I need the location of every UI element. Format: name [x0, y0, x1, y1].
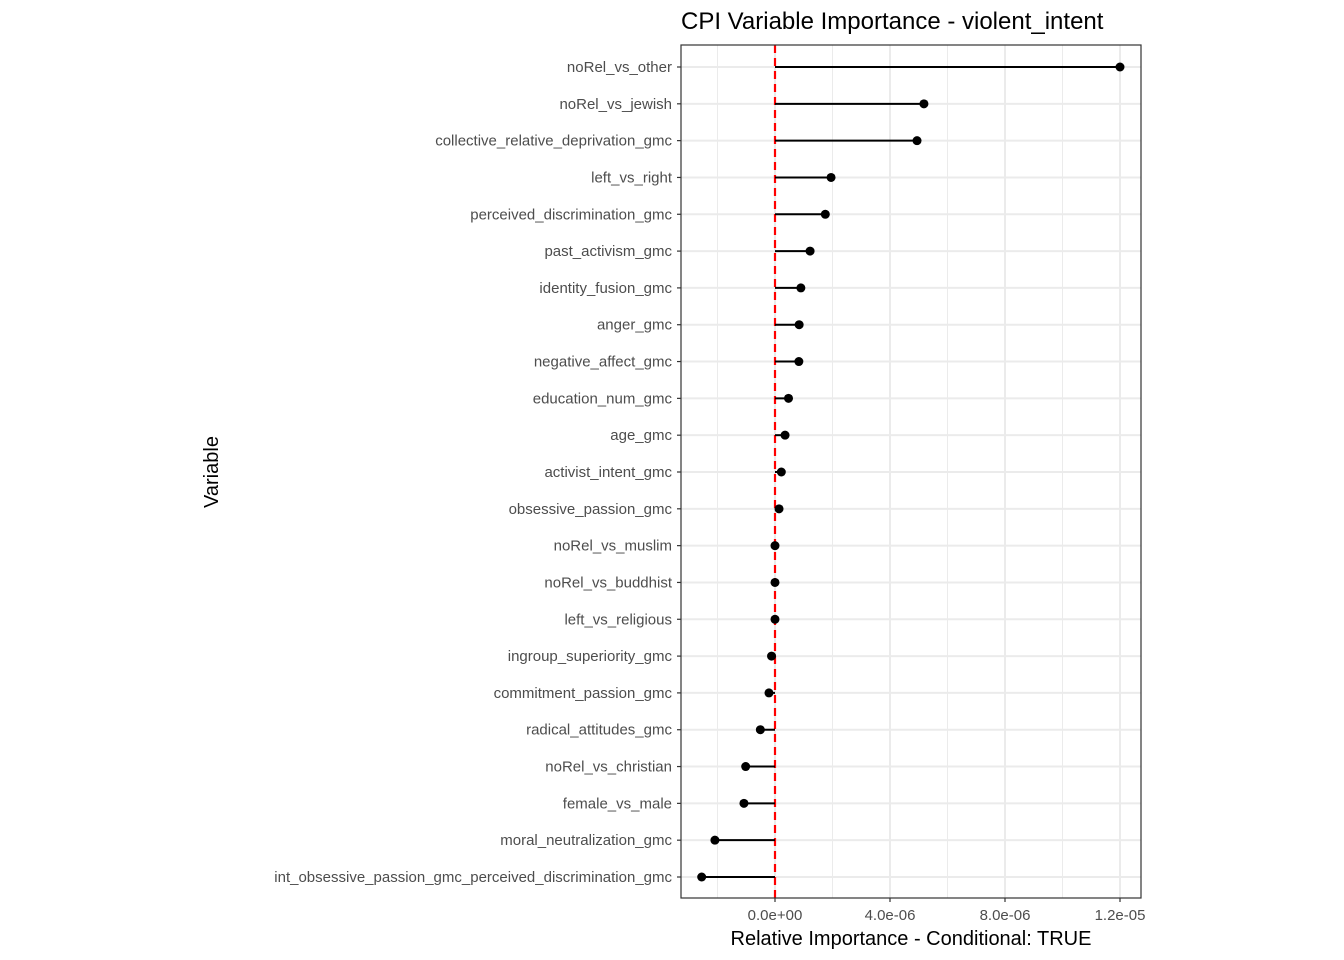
lollipop-point — [770, 614, 780, 624]
lollipop-point — [697, 872, 707, 882]
y-tick-label: female_vs_male — [563, 795, 672, 812]
lollipop-point — [796, 283, 806, 293]
lollipops — [697, 62, 1125, 882]
y-tick-label: anger_gmc — [597, 317, 673, 334]
y-tick-label: negative_affect_gmc — [534, 354, 673, 371]
y-tick-label: noRel_vs_muslim — [554, 538, 672, 555]
lollipop-point — [826, 172, 836, 182]
lollipop-point — [784, 393, 794, 403]
lollipop-point — [755, 725, 765, 735]
y-tick-label: radical_attitudes_gmc — [526, 722, 672, 739]
y-axis-label: Variable — [201, 436, 223, 508]
y-tick-label: noRel_vs_other — [567, 59, 672, 76]
lollipop-point — [912, 136, 922, 146]
y-tick-label: noRel_vs_buddhist — [544, 574, 672, 591]
lollipop-point — [774, 504, 784, 514]
y-tick-label: noRel_vs_christian — [545, 759, 672, 776]
y-tick-label: commitment_passion_gmc — [494, 685, 673, 702]
lollipop-point — [741, 762, 751, 772]
y-axis: noRel_vs_other noRel_vs_jewish collective_… — [274, 59, 681, 886]
y-tick-label: education_num_gmc — [533, 390, 673, 407]
y-tick-label: left_vs_right — [591, 169, 673, 186]
y-tick-label: age_gmc — [610, 427, 672, 444]
x-tick-label: 8.0e-06 — [980, 907, 1031, 924]
lollipop-point — [710, 835, 720, 845]
lollipop-point — [770, 541, 780, 551]
grid — [681, 45, 1141, 898]
y-tick-label: identity_fusion_gmc — [539, 280, 672, 297]
lollipop-point — [764, 688, 774, 698]
y-tick-label: obsessive_passion_gmc — [509, 501, 673, 518]
lollipop-point — [794, 357, 804, 367]
y-tick-label: past_activism_gmc — [544, 243, 672, 260]
y-tick-label: activist_intent_gmc — [544, 464, 672, 481]
lollipop-point — [1115, 62, 1125, 72]
lollipop-point — [820, 209, 830, 219]
x-axis: 0.0e+00 4.0e-06 8.0e-06 1.2e-05 — [748, 898, 1146, 924]
x-tick-label: 1.2e-05 — [1095, 907, 1146, 924]
lollipop-point — [767, 651, 777, 661]
y-tick-label: perceived_discrimination_gmc — [470, 206, 672, 223]
y-tick-label: noRel_vs_jewish — [559, 96, 672, 113]
lollipop-point — [780, 430, 790, 440]
y-tick-label: moral_neutralization_gmc — [500, 832, 672, 849]
lollipop-point — [794, 320, 804, 330]
x-tick-label: 0.0e+00 — [748, 907, 803, 924]
y-tick-label: collective_relative_deprivation_gmc — [435, 133, 672, 150]
lollipop-point — [805, 246, 815, 256]
chart-title: CPI Variable Importance - violent_intent — [681, 8, 1104, 35]
lollipop-point — [739, 798, 749, 808]
y-tick-label: ingroup_superiority_gmc — [508, 648, 673, 665]
x-tick-label: 4.0e-06 — [865, 907, 916, 924]
x-axis-label: Relative Importance - Conditional: TRUE — [731, 928, 1092, 950]
lollipop-point — [770, 577, 780, 587]
y-tick-label: left_vs_religious — [564, 611, 672, 628]
y-tick-label: int_obsessive_passion_gmc_perceived_disc… — [274, 869, 672, 886]
lollipop-point — [919, 99, 929, 109]
lollipop-point — [776, 467, 786, 477]
